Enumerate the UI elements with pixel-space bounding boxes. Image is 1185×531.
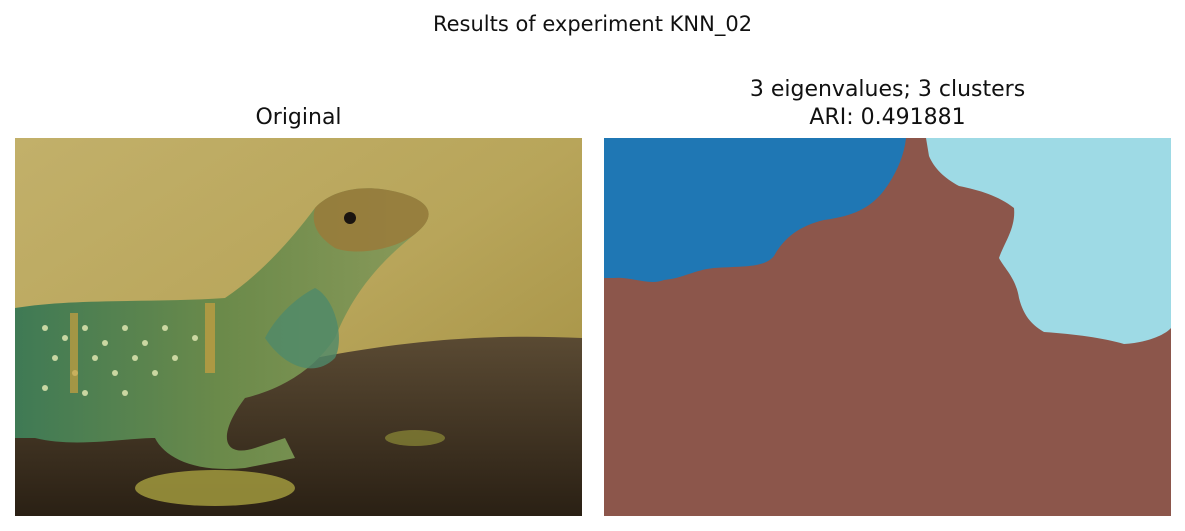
lizard-photo (15, 138, 582, 516)
lichen-patch (385, 430, 445, 446)
lizard-eye (344, 212, 356, 224)
figure-title: Results of experiment KNN_02 (432, 12, 753, 36)
lizard-band (70, 313, 78, 393)
cluster-lightblue-region (926, 138, 1171, 344)
lizard-head (313, 188, 429, 252)
right-panel-title: 3 eigenvalues; 3 clusters ARI: 0.491881 (604, 76, 1171, 132)
lichen-patch (135, 470, 295, 506)
cluster-blue-region (604, 138, 906, 282)
lizard-band (205, 303, 215, 373)
segmentation-map (604, 138, 1171, 516)
right-panel-title-line2: ARI: 0.491881 (809, 105, 966, 130)
original-image (15, 138, 582, 516)
segmentation-image (604, 138, 1171, 516)
right-panel-title-line1: 3 eigenvalues; 3 clusters (749, 77, 1026, 102)
lizard-throat (265, 288, 339, 369)
left-panel-title: Original (255, 105, 342, 130)
lizard-body (15, 188, 429, 469)
